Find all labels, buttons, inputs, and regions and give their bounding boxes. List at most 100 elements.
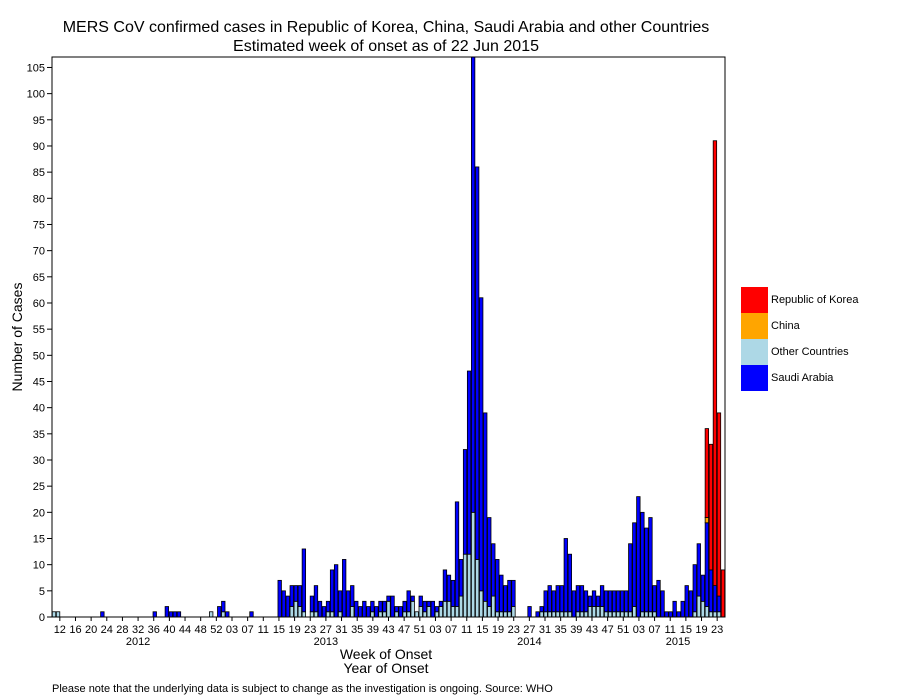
x-tick-label: 31: [539, 624, 551, 636]
legend-swatch: [741, 287, 768, 313]
bar-segment-saudi-arabia: [688, 590, 693, 618]
y-tick-label: 100: [27, 89, 45, 101]
bar-segment-saudi-arabia: [342, 559, 347, 618]
bar-segment-other-countries: [442, 600, 448, 618]
bar-segment-other-countries: [350, 606, 355, 618]
bar-segment-other-countries: [543, 611, 548, 618]
bar-segment-saudi-arabia: [152, 611, 157, 618]
x-year-label: 2015: [666, 636, 690, 648]
bar-segment-saudi-arabia: [293, 585, 298, 602]
bar-segment-other-countries: [51, 611, 57, 618]
bar-segment-saudi-arabia: [164, 606, 169, 618]
bar-segment-other-countries: [382, 611, 387, 618]
bar-segment-other-countries: [426, 606, 431, 618]
legend-swatch: [741, 339, 768, 365]
bar-segment-saudi-arabia: [591, 590, 597, 607]
bar-segment-other-countries: [378, 611, 383, 618]
bar-segment-other-countries: [499, 611, 504, 618]
bar-segment-saudi-arabia: [491, 543, 496, 597]
x-tick-label: 19: [695, 624, 707, 636]
bar-segment-other-countries: [628, 611, 633, 618]
bar-segment-saudi-arabia: [176, 611, 182, 618]
y-tick-label: 45: [33, 376, 45, 388]
x-axis-label-year: Year of Onset: [343, 660, 428, 676]
bar-segment-saudi-arabia: [358, 606, 363, 618]
bar-segment-saudi-arabia: [172, 611, 178, 618]
bar-segment-other-countries: [410, 600, 415, 618]
x-tick-label: 03: [429, 624, 441, 636]
bar-segment-saudi-arabia: [479, 297, 484, 592]
bar-segment-other-countries: [632, 606, 637, 618]
bar-segment-saudi-arabia: [499, 574, 504, 613]
bar-segment-other-countries: [539, 611, 544, 618]
bar-segment-other-countries: [708, 611, 714, 618]
bar-segment-saudi-arabia: [567, 553, 572, 613]
bar-segment-saudi-arabia: [382, 600, 387, 613]
x-tick-label: 11: [258, 624, 269, 636]
bar-segment-other-countries: [507, 611, 512, 618]
x-tick-label: 07: [648, 624, 660, 636]
bar-segment-other-countries: [475, 559, 480, 618]
bar-segment-other-countries: [692, 611, 697, 618]
x-tick-label: 24: [101, 624, 113, 636]
bar-segment-other-countries: [329, 611, 335, 618]
bar-segment-saudi-arabia: [450, 579, 456, 607]
y-tick-label: 30: [33, 455, 45, 467]
x-tick-label: 03: [633, 624, 645, 636]
bar-segment-other-countries: [422, 611, 427, 618]
bar-segment-saudi-arabia: [217, 606, 222, 618]
bar-segment-saudi-arabia: [454, 501, 460, 607]
bar-segment-other-countries: [495, 611, 500, 618]
x-tick-label: 19: [492, 624, 504, 636]
y-tick-label: 20: [33, 507, 45, 519]
plot-frame: [51, 56, 726, 618]
x-tick-label: 23: [304, 624, 316, 636]
x-tick-label: 43: [382, 624, 394, 636]
bar-segment-china: [704, 517, 710, 524]
bar-segment-other-countries: [603, 611, 609, 618]
legend-swatch: [741, 365, 768, 391]
bar-segment-other-countries: [446, 600, 452, 618]
bar-segment-other-countries: [575, 611, 581, 618]
bar-segment-saudi-arabia: [644, 527, 649, 613]
bar-segment-saudi-arabia: [571, 590, 577, 618]
bar-segment-saudi-arabia: [640, 511, 645, 613]
legend-swatch: [741, 313, 768, 339]
bar-segment-other-countries: [301, 611, 307, 618]
bar-segment-saudi-arabia: [579, 585, 585, 613]
bar-segment-saudi-arabia: [434, 606, 440, 613]
bar-segment-saudi-arabia: [616, 590, 621, 613]
bar-segment-saudi-arabia: [386, 595, 391, 602]
bar-segment-saudi-arabia: [599, 585, 605, 607]
bar-segment-saudi-arabia: [281, 590, 286, 618]
bar-segment-other-countries: [297, 606, 302, 618]
bar-segment-saudi-arabia: [680, 600, 685, 618]
bar-segment-other-countries: [608, 611, 613, 618]
bar-segment-other-countries: [462, 553, 468, 618]
legend-label: Saudi Arabia: [771, 372, 834, 384]
bar-segment-saudi-arabia: [527, 606, 532, 618]
bar-segment-saudi-arabia: [374, 606, 379, 618]
bar-segment-saudi-arabia: [676, 611, 681, 618]
bar-segment-other-countries: [450, 606, 456, 618]
bar-segment-other-countries: [587, 606, 593, 618]
bar-segment-other-countries: [547, 611, 552, 618]
y-tick-label: 90: [33, 141, 45, 153]
x-tick-label: 15: [476, 624, 488, 636]
bar-segment-saudi-arabia: [507, 579, 512, 613]
footnote: Please note that the underlying data is …: [52, 683, 553, 695]
legend-label: Other Countries: [771, 346, 849, 358]
bar-segment-saudi-arabia: [700, 574, 705, 602]
bar-segment-saudi-arabia: [354, 600, 359, 618]
bar-segment-saudi-arabia: [716, 595, 722, 613]
bar-segment-saudi-arabia: [603, 590, 609, 613]
x-tick-label: 47: [398, 624, 410, 636]
bar-segment-saudi-arabia: [394, 606, 399, 613]
x-tick-label: 27: [523, 624, 535, 636]
bar-segment-other-countries: [458, 595, 464, 618]
x-axis: 12 16 20 24 28 32 36 40 44 48 52 03 07 11 15 19 23 27 31 35…: [54, 617, 723, 648]
y-tick-label: 80: [33, 193, 45, 205]
bar-segment-saudi-arabia: [555, 585, 560, 613]
bar-segment-other-countries: [595, 606, 601, 618]
bar-segment-saudi-arabia: [551, 590, 556, 613]
